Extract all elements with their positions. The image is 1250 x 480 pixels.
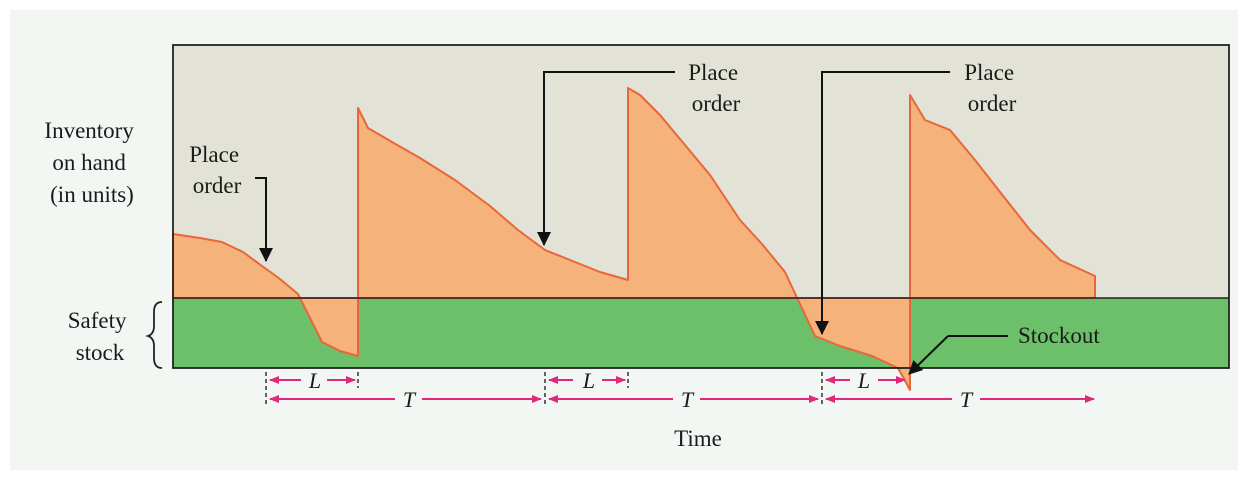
place-order-arrow-1 (255, 177, 273, 262)
lead-time-label-2: L (582, 368, 595, 393)
stockout-label: Stockout (1018, 323, 1100, 348)
plot-frame (172, 44, 1230, 369)
stockout-arrow (908, 335, 949, 375)
x-axis-label: Time (674, 426, 722, 451)
cycle-label-2: T (681, 387, 695, 412)
lead-time-label-1: L (308, 368, 321, 393)
place-order-label-3: Place order (964, 60, 1020, 116)
place-order-label-2: Place order (688, 60, 744, 116)
cycle-label-3: T (960, 387, 974, 412)
cycle-label-1: T (403, 387, 417, 412)
interval-ticks (265, 372, 823, 406)
lead-time-label-3: L (857, 368, 870, 393)
safety-stock-label: Safety stock (68, 308, 133, 365)
place-order-arrow-2 (537, 71, 675, 246)
place-order-label-1: Place order (189, 142, 245, 198)
safety-stock-brace (145, 301, 163, 369)
y-axis-label: Inventory on hand (in units) (44, 118, 139, 207)
place-order-arrow-3 (815, 71, 950, 335)
inventory-level-area (172, 87, 1096, 391)
